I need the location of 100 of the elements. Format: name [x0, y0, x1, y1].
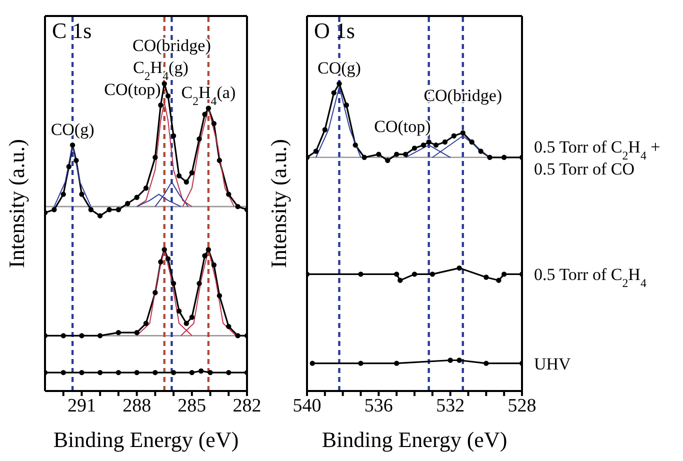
point: [226, 324, 232, 330]
point: [79, 333, 84, 338]
point: [208, 370, 213, 376]
point: [170, 133, 176, 138]
annotation: C$_{2}$H$_{4}$(a): [181, 83, 236, 108]
point: [478, 148, 484, 154]
x-axis-title: Binding Energy (eV): [53, 427, 239, 452]
point: [216, 293, 222, 298]
y-axis-title: Intensity (a.u.): [266, 139, 291, 268]
point: [106, 207, 112, 212]
point: [196, 280, 202, 286]
point: [412, 146, 418, 151]
point: [162, 81, 167, 86]
point: [426, 139, 432, 145]
point: [176, 173, 182, 178]
y-axis-title: Intensity (a.u.): [4, 139, 29, 268]
point: [189, 314, 195, 320]
point: [198, 368, 204, 374]
point: [162, 247, 167, 252]
point: [170, 280, 176, 286]
point: [496, 278, 502, 283]
point: [344, 102, 350, 108]
point: [134, 370, 140, 376]
point: [211, 262, 217, 268]
point: [60, 370, 66, 376]
point: [376, 152, 382, 157]
point: [60, 333, 66, 338]
point: [196, 136, 202, 142]
point: [442, 139, 448, 145]
point: [134, 194, 140, 200]
point: [165, 256, 171, 262]
point: [484, 274, 489, 280]
point: [430, 272, 436, 277]
point: [331, 90, 336, 96]
annotation: CO(g): [318, 58, 361, 78]
point: [394, 152, 400, 157]
x-tick-label: 528: [508, 395, 536, 416]
x-axis-title: Binding Energy (eV): [322, 427, 508, 452]
point: [97, 213, 103, 218]
x-tick-label: 540: [292, 395, 322, 416]
point: [66, 164, 72, 170]
point: [451, 133, 457, 138]
point: [79, 370, 84, 376]
point: [202, 253, 208, 258]
point: [152, 154, 158, 160]
point: [184, 179, 189, 185]
point: [70, 142, 76, 148]
annotation: CO(bridge): [132, 36, 211, 56]
point: [310, 360, 315, 366]
point: [235, 333, 240, 338]
point: [448, 358, 453, 363]
point: [433, 142, 439, 148]
point: [189, 370, 195, 376]
point: [322, 127, 328, 132]
point: [501, 272, 507, 277]
point: [125, 200, 130, 206]
point: [226, 370, 232, 376]
point: [358, 272, 364, 277]
point: [52, 207, 57, 212]
point: [116, 207, 122, 212]
point: [402, 152, 408, 157]
point: [456, 358, 462, 363]
point: [394, 360, 400, 366]
annotation: CO(top): [374, 117, 431, 136]
point: [487, 154, 492, 160]
point: [116, 330, 122, 336]
point: [358, 360, 364, 366]
point: [456, 265, 462, 271]
point: [88, 207, 94, 212]
point: [412, 272, 418, 277]
point: [211, 120, 217, 126]
x-tick-label: 285: [178, 395, 206, 416]
point: [143, 320, 149, 326]
point: [158, 102, 164, 108]
point: [152, 290, 158, 296]
point: [420, 142, 426, 148]
point: [398, 278, 403, 283]
point: [170, 370, 176, 376]
annotation: CO(g): [50, 120, 94, 140]
point: [206, 247, 212, 252]
series-label: UHV: [534, 354, 572, 374]
point: [143, 186, 149, 191]
point: [158, 259, 164, 264]
point: [184, 320, 189, 326]
point: [336, 81, 342, 86]
series-label: 0.5 Torr of C$_{2}$H$_{4}$ + 0.5 Torr of CO: [534, 137, 660, 178]
point: [165, 93, 171, 99]
point: [97, 370, 103, 376]
x-tick-label: 532: [436, 395, 465, 416]
point: [216, 158, 222, 164]
x-tick-label: 291: [67, 395, 96, 416]
point: [313, 148, 319, 154]
x-tick-label: 536: [364, 395, 393, 416]
point: [460, 130, 466, 136]
point: [226, 192, 232, 197]
point: [206, 106, 212, 111]
point: [74, 158, 79, 164]
point: [352, 142, 358, 148]
point: [134, 330, 140, 336]
point: [469, 139, 474, 145]
